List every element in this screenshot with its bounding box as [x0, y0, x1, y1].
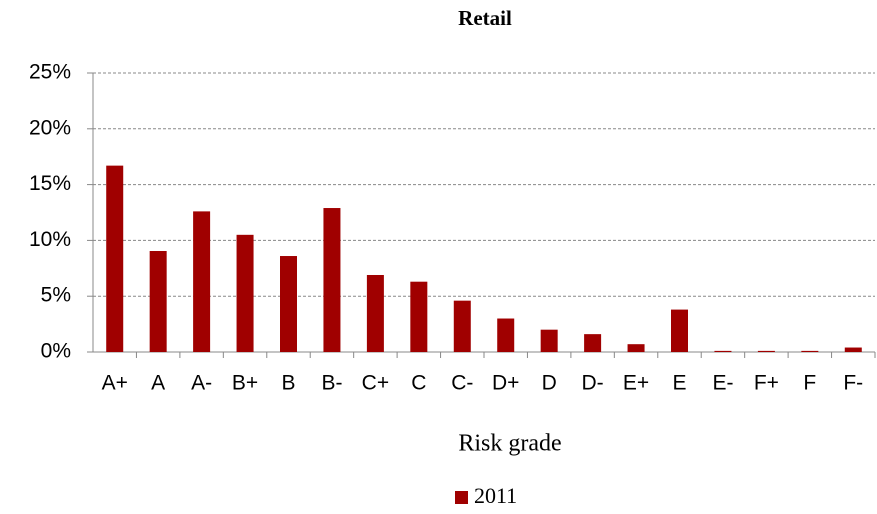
bar	[540, 329, 558, 352]
bar	[671, 309, 688, 352]
y-tick-label: 0%	[41, 340, 71, 363]
x-tick-label: F+	[754, 372, 779, 395]
bar	[844, 347, 862, 352]
x-tick-label: D+	[492, 372, 519, 395]
bar	[106, 165, 124, 352]
bar	[497, 318, 515, 352]
x-tick-label: E-	[712, 372, 733, 395]
y-tick-label: 5%	[41, 284, 71, 307]
y-tick-label: 15%	[29, 172, 71, 195]
x-tick-label: F	[803, 372, 816, 395]
x-tick-label: B-	[321, 372, 342, 395]
x-tick-label: B	[281, 372, 295, 395]
x-tick-label: E+	[623, 372, 649, 395]
bar	[410, 281, 428, 352]
bar	[757, 350, 775, 352]
bar	[627, 344, 645, 352]
x-tick-label: A	[151, 372, 165, 395]
bar	[801, 350, 819, 352]
x-tick-label: D	[542, 372, 557, 395]
chart-title: Retail	[458, 6, 512, 30]
bar	[323, 208, 341, 352]
y-tick-label: 10%	[29, 228, 71, 251]
y-tick-label: 20%	[29, 116, 71, 139]
bar	[453, 300, 471, 352]
legend-swatch	[455, 491, 468, 504]
bar	[584, 334, 602, 352]
bar	[193, 211, 211, 352]
x-axis-label: Risk grade	[458, 431, 561, 457]
x-tick-label: C-	[451, 372, 473, 395]
bar	[714, 350, 732, 352]
y-tick-label: 25%	[29, 61, 71, 84]
bar	[236, 234, 254, 352]
bar	[366, 274, 384, 352]
bar	[280, 256, 297, 352]
legend-label: 2011	[474, 483, 517, 508]
x-tick-label: E	[672, 372, 686, 395]
x-tick-label: B+	[232, 372, 258, 395]
x-tick-label: A+	[102, 372, 128, 395]
x-tick-label: C	[411, 372, 426, 395]
x-tick-label: F-	[843, 372, 863, 395]
x-tick-label: A-	[191, 372, 212, 395]
bar	[149, 251, 167, 352]
x-tick-label: D-	[582, 372, 604, 395]
x-tick-label: C+	[362, 372, 389, 395]
